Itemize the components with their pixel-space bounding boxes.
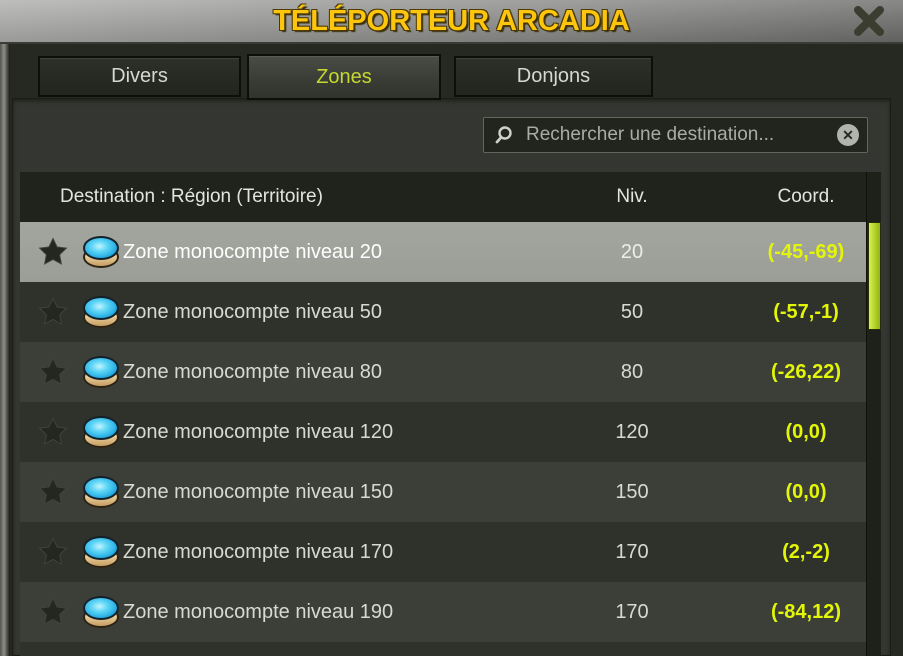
zone-name: Zone monocompte niveau 20 [123, 241, 383, 263]
zone-name: Zone monocompte niveau 120 [123, 421, 394, 443]
table-row[interactable]: Zone monocompte niveau 190 170 (-84,12) [20, 582, 866, 642]
zone-coord: (-84,12) [770, 601, 842, 623]
window-title: TÉLÉPORTEUR ARCADIA [273, 5, 630, 37]
zaap-portal-surface [83, 296, 119, 320]
zaap-portal-icon [82, 536, 120, 568]
favorite-star-icon[interactable] [36, 536, 70, 568]
zaap-portal-surface [83, 236, 119, 260]
zaap-portal-icon [82, 296, 120, 328]
clear-search-icon[interactable]: ✕ [837, 124, 859, 146]
zone-coord: (-26,22) [770, 361, 842, 383]
search-input[interactable] [524, 123, 837, 147]
table-row[interactable]: Zone monocompte niveau 80 80 (-26,22) [20, 342, 866, 402]
zone-coord: (0,0) [785, 481, 827, 503]
zaap-portal-surface [83, 356, 119, 380]
column-header-level: Niv. [616, 186, 648, 207]
search-icon [495, 126, 512, 144]
window-frame-left [0, 44, 10, 656]
zaap-portal-icon [82, 416, 120, 448]
zone-coord: (-57,-1) [773, 301, 839, 323]
zone-name: Zone monocompte niveau 80 [123, 361, 383, 383]
table-header: Destination : Région (Territoire) Niv. C… [20, 172, 866, 222]
column-header-destination: Destination : Région (Territoire) [60, 186, 323, 207]
zone-name: Zone monocompte niveau 50 [123, 301, 383, 323]
zone-name: Zone monocompte niveau 170 [123, 541, 394, 563]
zaap-portal-surface [83, 536, 119, 560]
favorite-star-icon[interactable] [36, 416, 70, 448]
table-row[interactable]: Zone monocompte niveau 120 120 (0,0) [20, 402, 866, 462]
zone-name: Zone monocompte niveau 190 [123, 601, 394, 623]
zone-level: 80 [620, 361, 644, 383]
zaap-portal-icon [82, 236, 120, 268]
tab-zones[interactable]: Zones [247, 54, 441, 100]
scrollbar-track[interactable] [866, 172, 881, 656]
zaap-portal-surface [83, 476, 119, 500]
tab-zones-label: Zones [316, 65, 372, 88]
favorite-star-icon[interactable] [36, 296, 70, 328]
close-icon[interactable] [847, 2, 891, 42]
table-row-partial [20, 642, 866, 656]
search-box[interactable]: ✕ [483, 117, 868, 153]
table-row[interactable]: Zone monocompte niveau 170 170 (2,-2) [20, 522, 866, 582]
tab-donjons-label: Donjons [516, 65, 591, 87]
zone-level: 150 [615, 481, 649, 503]
tab-divers[interactable]: Divers [38, 56, 241, 97]
zone-coord: (2,-2) [782, 541, 830, 563]
zone-level: 170 [615, 541, 649, 563]
favorite-star-icon[interactable] [36, 356, 70, 388]
zone-coord: (0,0) [785, 421, 827, 443]
zaap-portal-icon [82, 356, 120, 388]
favorite-star-icon[interactable] [36, 236, 70, 268]
window-frame-right [893, 44, 903, 656]
table-row[interactable]: Zone monocompte niveau 150 150 (0,0) [20, 462, 866, 522]
title-bar: TÉLÉPORTEUR ARCADIA [0, 0, 903, 44]
column-header-coord: Coord. [777, 186, 835, 207]
zone-level: 170 [615, 601, 649, 623]
zone-level: 120 [615, 421, 649, 443]
zone-coord: (-45,-69) [767, 241, 845, 263]
zaap-portal-surface [83, 416, 119, 440]
zone-name: Zone monocompte niveau 150 [123, 481, 394, 503]
tab-divers-label: Divers [111, 65, 168, 87]
zaap-portal-icon [82, 476, 120, 508]
scrollbar-thumb[interactable] [868, 222, 881, 330]
zone-level: 50 [620, 301, 644, 323]
favorite-star-icon[interactable] [36, 596, 70, 628]
favorite-star-icon[interactable] [36, 476, 70, 508]
destination-list: Zone monocompte niveau 20 20 (-45,-69) Z… [20, 222, 866, 642]
zaap-portal-surface [83, 596, 119, 620]
table-row[interactable]: Zone monocompte niveau 20 20 (-45,-69) [20, 222, 866, 282]
zaap-portal-icon [82, 596, 120, 628]
zone-level: 20 [620, 241, 644, 263]
tab-donjons[interactable]: Donjons [454, 56, 653, 97]
table-row[interactable]: Zone monocompte niveau 50 50 (-57,-1) [20, 282, 866, 342]
